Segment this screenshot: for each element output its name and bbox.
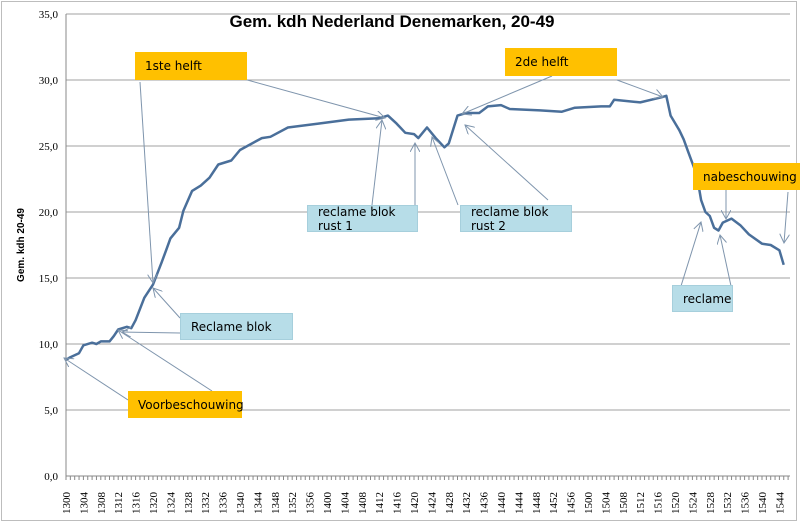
annotation-text: Voorbeschouwing <box>138 397 244 412</box>
annotation-arrow <box>64 358 129 401</box>
y-tick-label: 35,0 <box>39 9 59 21</box>
annotation-arrow <box>616 79 663 97</box>
annotation-arrow <box>784 191 788 243</box>
x-tick-label: 1404 <box>339 492 351 515</box>
annotation-box: 1ste helft <box>135 52 247 80</box>
annotation-box: 2de helft <box>505 48 617 76</box>
annotation-arrow <box>153 288 181 319</box>
annotation-arrow <box>465 125 549 201</box>
x-tick-label: 1304 <box>78 492 90 515</box>
x-tick-label: 1352 <box>287 492 299 514</box>
y-tick-label: 20,0 <box>39 207 59 219</box>
annotation-text: reclame <box>683 291 732 306</box>
x-tick-label: 1316 <box>131 492 143 515</box>
y-tick-label: 30,0 <box>39 75 59 87</box>
annotation-arrow <box>239 77 385 118</box>
x-tick-label: 1312 <box>113 492 125 514</box>
x-tick-label: 1512 <box>635 492 647 514</box>
annotation-arrow <box>122 332 181 333</box>
x-tick-label: 1328 <box>183 492 195 515</box>
x-tick-label: 1452 <box>548 492 560 514</box>
x-tick-label: 1408 <box>357 492 369 515</box>
x-tick-label: 1344 <box>252 492 264 515</box>
x-tick-label: 1308 <box>96 492 108 515</box>
annotation-text: 2de helft <box>515 55 569 69</box>
x-tick-label: 1540 <box>757 492 769 515</box>
x-tick-label: 1444 <box>513 492 525 515</box>
annotation-arrow <box>680 222 701 287</box>
x-tick-label: 1320 <box>148 492 160 515</box>
x-tick-label: 1356 <box>305 492 317 515</box>
x-tick-label: 1336 <box>218 492 230 515</box>
annotation-arrow <box>139 81 153 283</box>
annotation-text: Reclame blok <box>191 319 272 334</box>
annotation-box: Voorbeschouwing <box>128 391 244 418</box>
x-tick-label: 1440 <box>496 492 508 515</box>
annotation-arrow <box>720 235 732 287</box>
x-tick-label: 1508 <box>618 492 630 515</box>
x-tick-label: 1324 <box>165 492 177 515</box>
annotation-box: nabeschouwing <box>693 163 800 190</box>
annotation-text: reclame blok rust 1 <box>318 204 396 233</box>
x-tick-label: 1504 <box>600 492 612 515</box>
annotation-box: reclame <box>672 285 733 312</box>
x-tick-label: 1448 <box>531 492 543 515</box>
x-tick-label: 1348 <box>270 492 282 515</box>
annotation-text: reclame blok rust 2 <box>471 204 549 233</box>
annotation-arrow <box>371 120 382 206</box>
annotation-arrow <box>432 137 459 206</box>
x-tick-label: 1528 <box>705 492 717 515</box>
x-tick-label: 1544 <box>774 492 786 515</box>
x-tick-label: 1500 <box>583 492 595 515</box>
x-tick-label: 1300 <box>61 492 73 515</box>
x-tick-label: 1400 <box>322 492 334 515</box>
x-tick-label: 1532 <box>722 492 734 514</box>
x-tick-label: 1436 <box>479 492 491 515</box>
x-tick-label: 1420 <box>409 492 421 515</box>
y-tick-label: 0,0 <box>44 471 58 483</box>
x-tick-label: 1412 <box>374 492 386 514</box>
x-tick-label: 1424 <box>426 492 438 515</box>
x-tick-label: 1520 <box>670 492 682 515</box>
series-line <box>65 94 785 361</box>
x-tick-label: 1516 <box>653 492 665 515</box>
y-tick-label: 10,0 <box>39 339 59 351</box>
annotation-text: nabeschouwing <box>703 169 797 184</box>
x-tick-label: 1536 <box>740 492 752 515</box>
annotation-box: Reclame blok <box>180 313 293 340</box>
annotation-text: 1ste helft <box>145 59 202 73</box>
x-tick-label: 1332 <box>200 492 212 514</box>
y-axis-label: Gem. kdh 20-49 <box>16 208 27 282</box>
x-tick-label: 1428 <box>444 492 456 515</box>
chart-title: Gem. kdh Nederland Denemarken, 20-49 <box>229 12 554 31</box>
x-tick-label: 1340 <box>235 492 247 515</box>
y-tick-label: 25,0 <box>39 141 59 153</box>
annotation-box: reclame blok rust 2 <box>460 204 572 233</box>
annotation-arrow <box>462 75 553 114</box>
y-tick-label: 15,0 <box>39 273 59 285</box>
x-tick-label: 1416 <box>392 492 404 515</box>
annotation-arrow <box>118 330 213 392</box>
y-tick-label: 5,0 <box>44 405 58 417</box>
annotation-box: reclame blok rust 1 <box>307 204 418 233</box>
x-tick-label: 1524 <box>687 492 699 515</box>
x-tick-label: 1456 <box>566 492 578 515</box>
x-tick-label: 1432 <box>461 492 473 514</box>
